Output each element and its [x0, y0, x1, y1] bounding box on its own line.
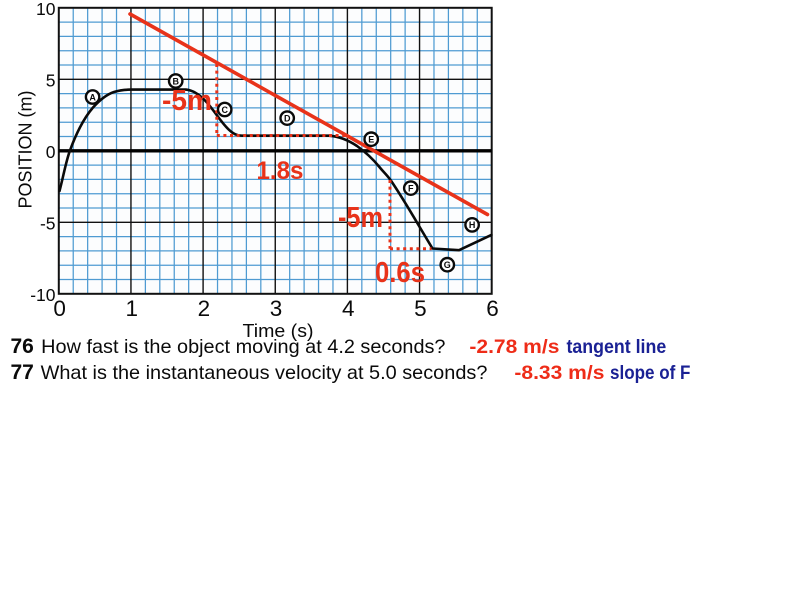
svg-text:tangent line: tangent line: [567, 336, 667, 358]
svg-text:10: 10: [36, 0, 56, 19]
svg-text:1.8s: 1.8s: [257, 157, 304, 185]
svg-text:76: 76: [11, 335, 34, 358]
svg-text:-2.78 m/s: -2.78 m/s: [469, 336, 559, 358]
svg-text:POSITION (m): POSITION (m): [16, 91, 36, 209]
svg-text:0.6s: 0.6s: [375, 257, 425, 289]
svg-text:1: 1: [125, 296, 138, 321]
svg-text:-5m: -5m: [338, 202, 383, 234]
svg-text:0: 0: [46, 142, 56, 162]
svg-text:How fast is the object moving: How fast is the object moving at 4.2 sec…: [41, 336, 445, 358]
svg-text:What is the instantaneous velo: What is the instantaneous velocity at 5.…: [41, 362, 488, 384]
svg-text:G: G: [444, 260, 451, 270]
svg-text:6: 6: [486, 296, 499, 321]
svg-text:B: B: [172, 76, 179, 86]
svg-text:2: 2: [198, 296, 211, 321]
svg-text:3: 3: [270, 296, 283, 321]
svg-text:D: D: [284, 113, 291, 123]
svg-text:-5m: -5m: [162, 85, 212, 117]
svg-text:C: C: [221, 105, 228, 115]
svg-text:A: A: [89, 92, 96, 102]
svg-text:0: 0: [53, 296, 66, 321]
svg-text:H: H: [469, 220, 476, 230]
svg-text:5: 5: [46, 71, 56, 91]
svg-text:-8.33 m/s: -8.33 m/s: [514, 362, 604, 384]
svg-text:F: F: [408, 183, 414, 193]
svg-text:E: E: [368, 135, 374, 145]
svg-text:5: 5: [414, 296, 427, 321]
svg-text:Time (s): Time (s): [243, 321, 314, 341]
svg-text:-10: -10: [30, 285, 56, 305]
svg-text:-5: -5: [40, 214, 56, 234]
svg-text:slope of F: slope of F: [610, 362, 690, 384]
svg-text:77: 77: [11, 361, 34, 384]
svg-text:4: 4: [342, 296, 355, 321]
